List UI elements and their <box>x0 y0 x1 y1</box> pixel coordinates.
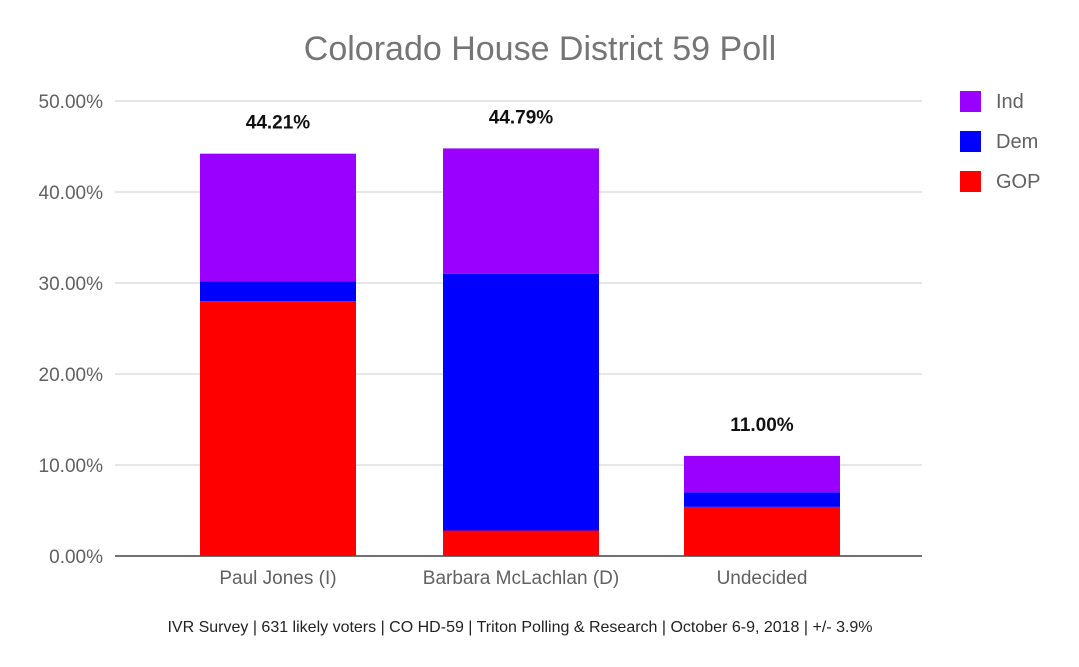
bar-segment-dem <box>443 273 599 531</box>
bar-segment-gop <box>684 506 840 556</box>
bar-segment-ind <box>200 153 356 282</box>
labels-layer: 44.21% Paul Jones (I) 44.79% Barbara McLach… <box>219 107 807 589</box>
y-tick-label: 40.00% <box>39 183 104 204</box>
y-tick-label: 0.00% <box>49 547 103 568</box>
bar-segment-ind <box>443 148 599 274</box>
bar-segment-gop <box>443 530 599 556</box>
bar-segment-dem <box>200 281 356 302</box>
legend-swatch-dem <box>960 131 981 152</box>
x-category-label: Paul Jones (I) <box>219 568 336 589</box>
bar-total-label: 11.00% <box>730 415 793 436</box>
legend-label-gop: GOP <box>996 171 1040 193</box>
y-tick-label: 50.00% <box>39 92 104 113</box>
x-category-label: Barbara McLachlan (D) <box>423 568 619 589</box>
x-category-label: Undecided <box>717 568 808 589</box>
bar-segment-gop <box>200 301 356 556</box>
legend-swatch-gop <box>960 171 981 192</box>
bar-total-label: 44.79% <box>489 107 554 128</box>
y-tick-label: 20.00% <box>39 365 104 386</box>
legend: Ind Dem GOP <box>960 91 1040 193</box>
chart-footnote: IVR Survey | 631 likely voters | CO HD-5… <box>167 619 872 636</box>
legend-label-ind: Ind <box>996 91 1024 113</box>
chart-title: Colorado House District 59 Poll <box>304 30 776 68</box>
bar-segment-ind <box>684 455 840 493</box>
bar-total-label: 44.21% <box>246 113 311 134</box>
y-tick-label: 30.00% <box>39 274 104 295</box>
y-tick-label: 10.00% <box>39 456 104 477</box>
bar-segment-dem <box>684 492 840 507</box>
bars-layer <box>200 148 840 556</box>
legend-label-dem: Dem <box>996 131 1038 153</box>
legend-swatch-ind <box>960 91 981 112</box>
